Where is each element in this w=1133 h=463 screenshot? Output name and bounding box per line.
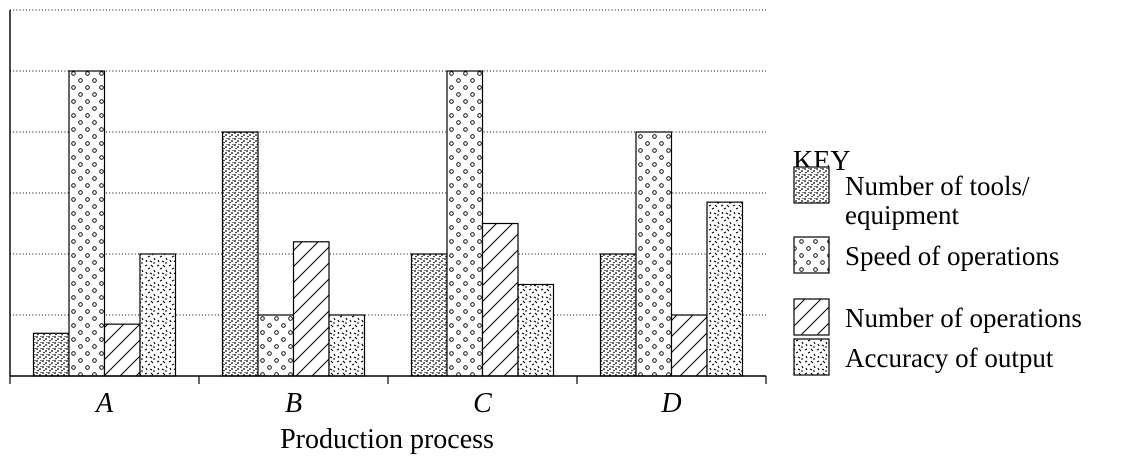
bar bbox=[706, 201, 744, 377]
bar bbox=[517, 283, 555, 377]
bar bbox=[32, 332, 70, 377]
legend-swatch bbox=[793, 338, 830, 376]
x-axis-label: Production process bbox=[280, 424, 494, 455]
x-tick-label: D bbox=[660, 388, 681, 419]
bar bbox=[599, 253, 637, 377]
legend-label: Number of operations bbox=[845, 303, 1082, 333]
legend-swatch bbox=[793, 166, 830, 204]
gridlines bbox=[10, 9, 766, 316]
legend-label: Accuracy of output bbox=[845, 343, 1054, 373]
legend-label: equipment bbox=[845, 200, 959, 230]
bar bbox=[410, 253, 448, 377]
x-tick-label: C bbox=[473, 388, 492, 419]
bar bbox=[292, 241, 330, 377]
bar bbox=[481, 222, 519, 377]
x-tick-label: B bbox=[285, 388, 302, 419]
legend-label: Number of tools/ bbox=[845, 171, 1030, 201]
bars bbox=[32, 70, 744, 377]
bar bbox=[221, 131, 259, 377]
bar bbox=[103, 323, 141, 377]
bar bbox=[328, 314, 366, 377]
legend-swatch bbox=[793, 298, 830, 336]
legend-swatch bbox=[793, 236, 830, 274]
bar bbox=[139, 253, 177, 377]
bar bbox=[68, 70, 106, 377]
bar bbox=[446, 70, 484, 377]
x-ticks: A B C D bbox=[9, 376, 767, 419]
bar bbox=[257, 314, 295, 377]
legend-label: Speed of operations bbox=[845, 241, 1059, 271]
bar bbox=[670, 314, 708, 377]
bar bbox=[635, 131, 673, 377]
x-tick-label: A bbox=[94, 388, 114, 419]
